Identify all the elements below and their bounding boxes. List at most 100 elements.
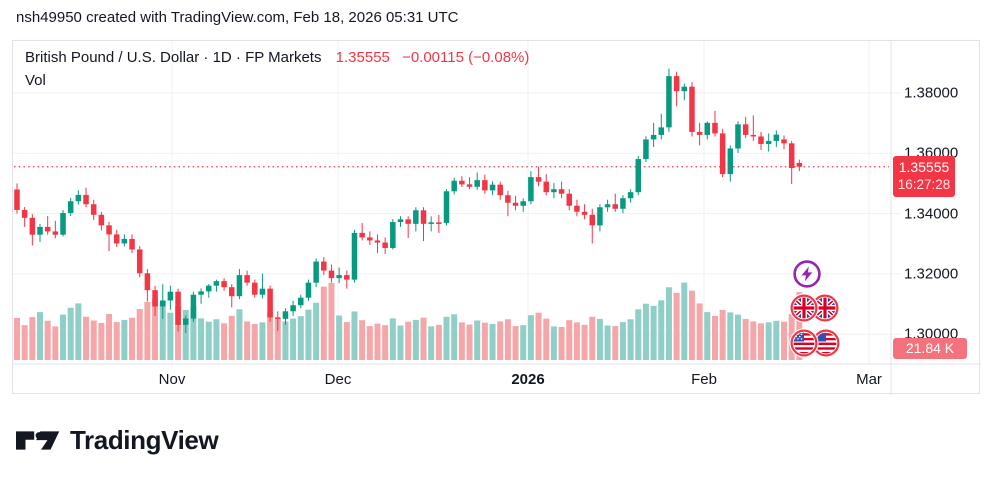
volume-bar — [221, 323, 228, 360]
volume-bar — [665, 287, 672, 360]
volume-bar — [129, 317, 136, 360]
volume-bar — [313, 302, 320, 360]
volume-bar — [213, 319, 220, 360]
volume-bar — [167, 312, 174, 360]
candle-body — [796, 162, 803, 167]
volume-bar — [267, 312, 274, 360]
volume-bar — [704, 312, 711, 360]
candle-body — [236, 275, 243, 297]
lightning-icon[interactable] — [791, 258, 823, 290]
candle-body — [681, 86, 688, 92]
gb-flag-pair-icon[interactable] — [787, 291, 843, 325]
volume-bar — [543, 318, 550, 360]
volume-bar — [711, 315, 718, 360]
candle-body — [259, 288, 266, 295]
volume-bar — [619, 322, 626, 360]
tradingview-logo[interactable]: TradingView — [16, 424, 219, 456]
candle-body — [397, 219, 404, 223]
volume-bar — [236, 309, 243, 360]
volume-bar — [504, 319, 511, 360]
volume-bar — [412, 319, 419, 360]
volume-bar — [566, 320, 573, 360]
volume-bar — [159, 301, 166, 360]
volume-bar — [489, 323, 496, 360]
candle-body — [627, 192, 634, 199]
candle-body — [37, 226, 43, 235]
candle-body — [589, 214, 595, 226]
symbol-title[interactable]: British Pound / U.S. Dollar · 1D · FP Ma… — [25, 49, 322, 66]
price-tick-label: 1.38000 — [904, 84, 959, 102]
volume-bar — [458, 322, 465, 360]
volume-bar — [604, 325, 611, 360]
candle-body — [436, 222, 442, 224]
time-tick-label: Dec — [324, 371, 352, 388]
volume-bar — [596, 318, 603, 360]
volume-bar — [136, 309, 143, 360]
candle-body — [305, 282, 312, 298]
volume-bar — [52, 326, 59, 360]
us-flag-pair-icon[interactable] — [787, 326, 845, 360]
candle-body — [474, 180, 480, 187]
volume-bar — [336, 315, 343, 360]
volume-bar — [320, 286, 327, 360]
volume-bar — [290, 318, 297, 360]
volume-bar — [83, 316, 90, 360]
volume-bar — [14, 318, 20, 360]
gb-flag-front — [789, 293, 819, 323]
volume-study-label[interactable]: Vol — [25, 72, 46, 89]
candle-body — [21, 209, 28, 218]
volume-bar — [305, 309, 312, 360]
volume-bar — [397, 325, 404, 360]
volume-badge: 21.84 K — [893, 338, 967, 359]
candle-body — [788, 143, 795, 169]
candle-body — [451, 180, 457, 192]
volume-bar — [21, 325, 28, 360]
candle-body — [29, 217, 36, 235]
volume-bar — [374, 323, 381, 360]
volume-bar — [627, 319, 634, 360]
candle-body — [466, 184, 473, 187]
candle-body — [520, 201, 526, 206]
volume-bar — [451, 314, 458, 360]
candle-body — [574, 205, 580, 212]
time-scale[interactable]: Nov Dec 2026 Feb Mar — [13, 364, 981, 394]
volume-bar — [612, 326, 619, 360]
candle-body — [781, 139, 787, 144]
price-change: −0.00115 (−0.08%) — [402, 49, 530, 66]
candle-body — [459, 180, 465, 185]
candle-body — [612, 204, 619, 209]
candle-body — [742, 124, 749, 135]
volume-bar — [688, 290, 695, 360]
candle-body — [765, 140, 772, 144]
last-price-badge-value: 1.35555 — [898, 159, 950, 175]
volume-bar — [60, 314, 67, 360]
volume-bar — [205, 321, 212, 360]
volume-bar — [650, 305, 657, 360]
volume-bar — [573, 322, 580, 360]
volume-bar — [67, 307, 74, 360]
candle-body — [328, 270, 335, 279]
price-tick-label: 1.32000 — [904, 265, 959, 283]
candle-body — [512, 202, 519, 206]
candle-body — [60, 213, 66, 235]
chart-legend[interactable]: British Pound / U.S. Dollar · 1D · FP Ma… — [25, 48, 529, 67]
price-chart[interactable] — [13, 41, 981, 395]
volume-bar — [113, 322, 120, 360]
volume-bar — [90, 320, 97, 360]
volume-bar — [734, 314, 741, 360]
candle-body — [229, 287, 235, 297]
volume-bar — [343, 322, 350, 360]
candle-body — [727, 148, 734, 175]
candle-body — [719, 133, 726, 175]
volume-bar — [696, 303, 703, 360]
volume-bar — [428, 326, 435, 360]
volume-bar — [658, 300, 665, 360]
quote-values: 1.35555 −0.00115 (−0.08%) — [336, 49, 530, 66]
candle-body — [175, 291, 181, 325]
volume-bar — [251, 323, 258, 360]
volume-bar — [182, 309, 189, 360]
volume-bar — [198, 318, 205, 360]
volume-bar — [405, 321, 412, 360]
volume-bar — [474, 320, 481, 360]
